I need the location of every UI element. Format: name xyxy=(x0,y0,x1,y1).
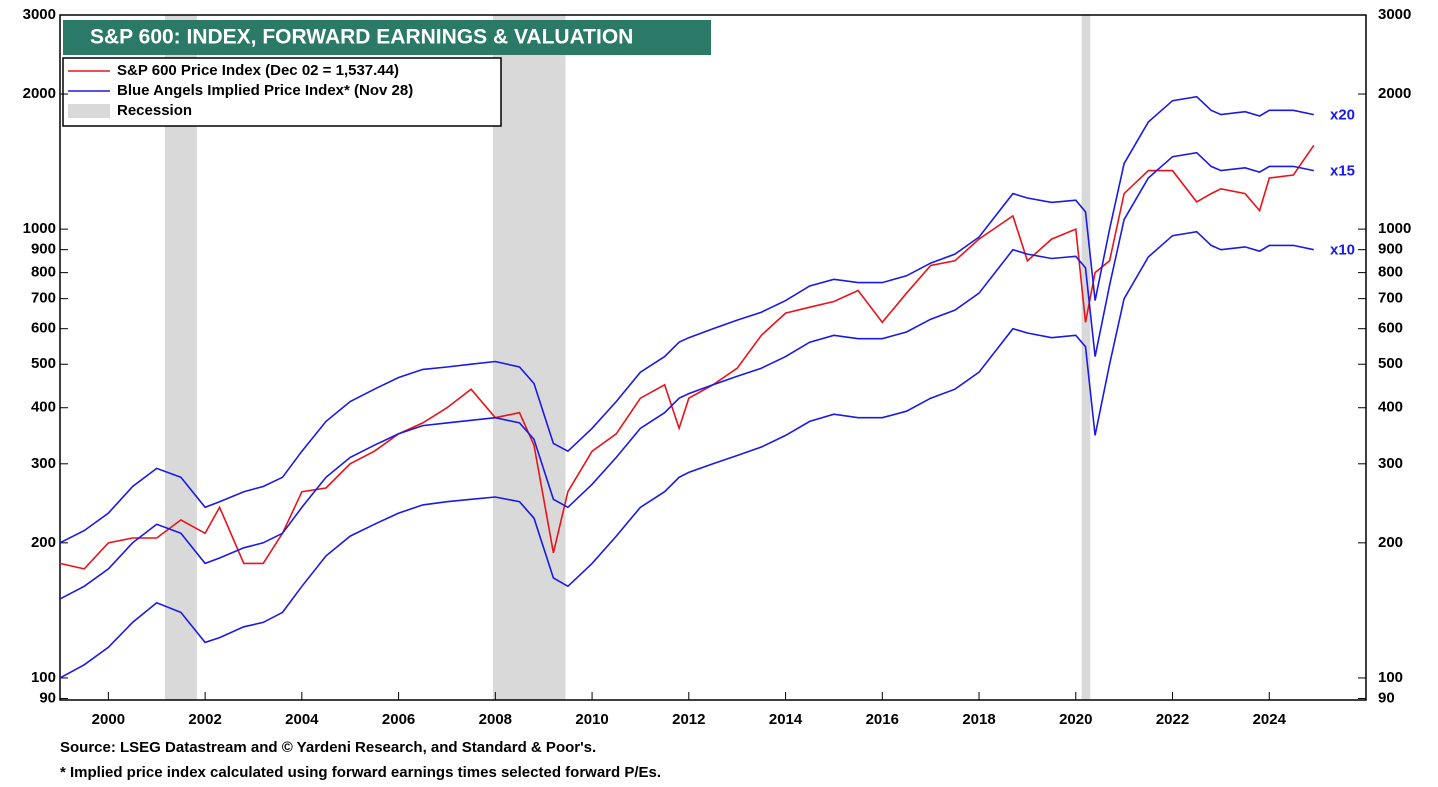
y-tick-label: 600 xyxy=(31,320,56,337)
plot-frame xyxy=(59,14,1367,701)
y-tick-label: 1000 xyxy=(23,220,56,237)
x-tick-label: 2010 xyxy=(575,711,608,728)
y2-tick-label: 700 xyxy=(1378,290,1403,307)
y2-tick-label: 90 xyxy=(1378,689,1395,706)
x-tick-label: 2000 xyxy=(92,711,125,728)
x-tick-label: 2024 xyxy=(1253,711,1287,728)
y2-tick-label: 2000 xyxy=(1378,85,1411,102)
y-tick-label: 3000 xyxy=(23,6,56,23)
y2-tick-label: 800 xyxy=(1378,264,1403,281)
title-box xyxy=(63,20,711,55)
y2-tick-label: 1000 xyxy=(1378,220,1411,237)
source-note: Source: LSEG Datastream and © Yardeni Re… xyxy=(60,739,596,756)
legend-label: Blue Angels Implied Price Index* (Nov 28… xyxy=(117,82,413,99)
y-tick-label: 700 xyxy=(31,290,56,307)
y2-tick-label: 400 xyxy=(1378,399,1403,416)
y2-tick-label: 900 xyxy=(1378,241,1403,258)
x-tick-label: 2016 xyxy=(866,711,899,728)
y-tick-label: 90 xyxy=(39,689,56,706)
footnote: * Implied price index calculated using f… xyxy=(60,764,661,781)
implied-line xyxy=(59,95,1314,544)
y-tick-label: 300 xyxy=(31,455,56,472)
y-tick-label: 100 xyxy=(31,669,56,686)
x-tick-label: 2006 xyxy=(382,711,415,728)
chart-title: S&P 600: INDEX, FORWARD EARNINGS & VALUA… xyxy=(90,26,633,49)
y-tick-label: 800 xyxy=(31,264,56,281)
y-tick-label: 900 xyxy=(31,241,56,258)
line-label: x15 xyxy=(1330,163,1355,180)
y-tick-label: 400 xyxy=(31,399,56,416)
legend-label: S&P 600 Price Index (Dec 02 = 1,537.44) xyxy=(117,62,399,79)
y2-tick-label: 500 xyxy=(1378,355,1403,372)
recession-band xyxy=(164,15,197,700)
x-tick-label: 2004 xyxy=(285,711,319,728)
x-tick-label: 2020 xyxy=(1059,711,1092,728)
y2-tick-label: 300 xyxy=(1378,455,1403,472)
y2-tick-label: 100 xyxy=(1378,669,1403,686)
y-tick-label: 200 xyxy=(31,534,56,551)
x-tick-label: 2008 xyxy=(479,711,512,728)
y2-tick-label: 200 xyxy=(1378,534,1403,551)
x-tick-label: 2012 xyxy=(672,711,705,728)
x-tick-label: 2014 xyxy=(769,711,803,728)
legend-box xyxy=(62,57,502,127)
implied-line xyxy=(59,230,1314,679)
x-tick-label: 2022 xyxy=(1156,711,1189,728)
price-line xyxy=(59,144,1315,570)
y2-tick-label: 600 xyxy=(1378,320,1403,337)
y-tick-label: 2000 xyxy=(23,85,56,102)
line-label: x20 xyxy=(1330,107,1355,124)
y2-tick-label: 3000 xyxy=(1378,6,1411,23)
recession-band xyxy=(492,15,566,700)
line-label: x10 xyxy=(1330,242,1355,259)
legend-swatch xyxy=(68,104,110,118)
legend-label: Recession xyxy=(117,102,192,119)
implied-line xyxy=(59,151,1314,600)
x-tick-label: 2002 xyxy=(188,711,221,728)
x-tick-label: 2018 xyxy=(962,711,995,728)
y-tick-label: 500 xyxy=(31,355,56,372)
